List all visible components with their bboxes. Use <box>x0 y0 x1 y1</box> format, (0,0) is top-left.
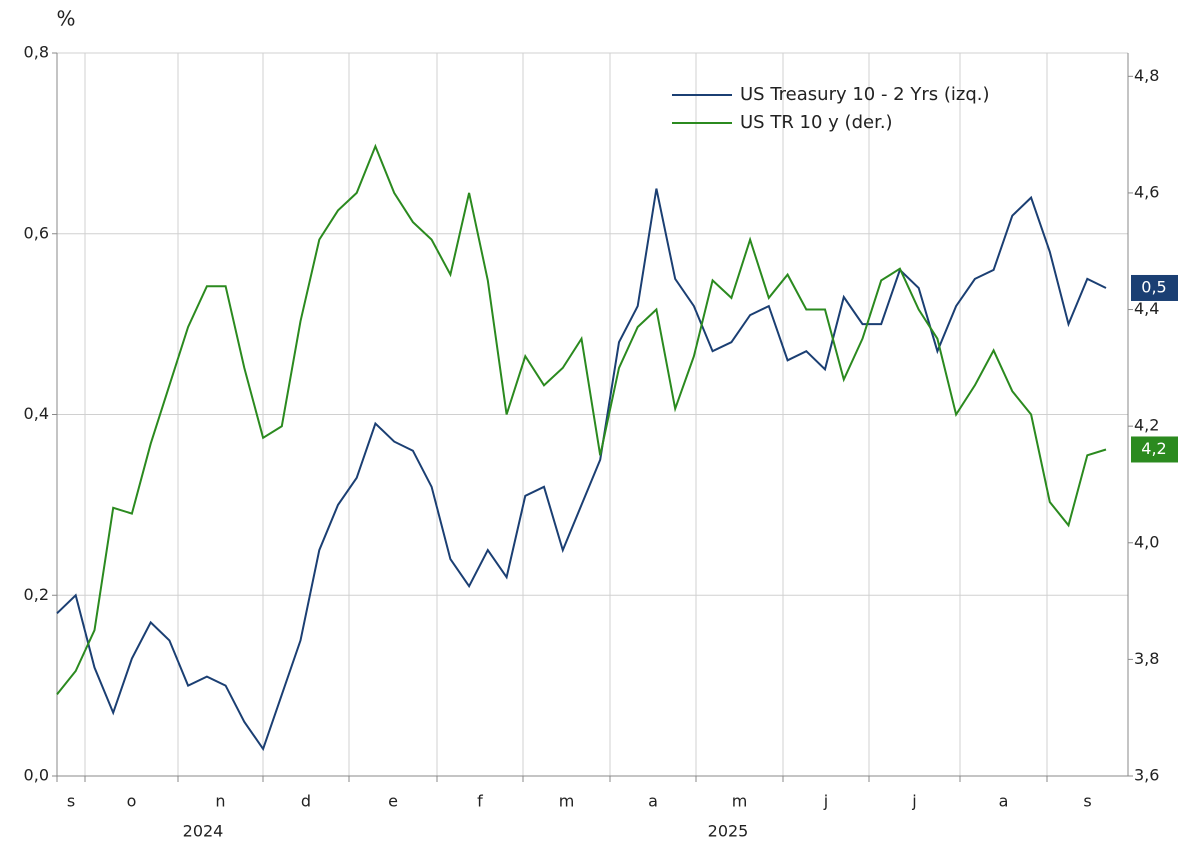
year-label: 2025 <box>708 822 749 841</box>
y-tick-label: 0,8 <box>24 43 49 62</box>
x-tick-label: a <box>999 792 1009 811</box>
x-tick-label: e <box>388 792 398 811</box>
end-label-text: 4,2 <box>1141 439 1166 458</box>
y-tick-label: 0,6 <box>24 223 49 242</box>
x-tick-label: f <box>477 792 483 811</box>
x-tick-label: a <box>648 792 658 811</box>
series-line <box>56 143 1107 696</box>
y2-tick-label: 4,4 <box>1134 299 1159 318</box>
y2-tick-label: 4,8 <box>1134 66 1159 85</box>
x-tick-label: m <box>559 792 575 811</box>
y-tick-label: 0,4 <box>24 404 49 423</box>
x-tick-label: s <box>1083 792 1091 811</box>
x-tick-label: d <box>301 792 311 811</box>
end-label: 4,2 <box>1131 436 1178 463</box>
y-unit: % <box>56 7 75 31</box>
y2-tick-label: 3,8 <box>1134 649 1159 668</box>
end-label-box <box>1131 436 1178 463</box>
x-tick-label: j <box>911 792 916 811</box>
series-line <box>56 188 1107 752</box>
end-label-box <box>1131 274 1178 301</box>
x-tick-label: s <box>67 792 75 811</box>
y-tick-label: 0,2 <box>24 585 49 604</box>
y2-tick-label: 4,2 <box>1134 416 1159 435</box>
end-label-text: 0,5 <box>1141 277 1166 296</box>
y-tick-label: 0,0 <box>24 766 49 785</box>
x-tick-label: m <box>732 792 748 811</box>
x-tick-label: n <box>215 792 225 811</box>
y2-tick-label: 4,6 <box>1134 182 1159 201</box>
y2-tick-label: 3,6 <box>1134 766 1159 785</box>
x-tick-label: o <box>127 792 137 811</box>
x-tick-label: j <box>823 792 828 811</box>
y2-tick-label: 4,0 <box>1134 532 1159 551</box>
legend-label: US TR 10 y (der.) <box>740 112 893 133</box>
legend-label: US Treasury 10 - 2 Yrs (izq.) <box>740 84 990 105</box>
end-label: 0,5 <box>1131 274 1178 301</box>
year-label: 2024 <box>183 822 224 841</box>
